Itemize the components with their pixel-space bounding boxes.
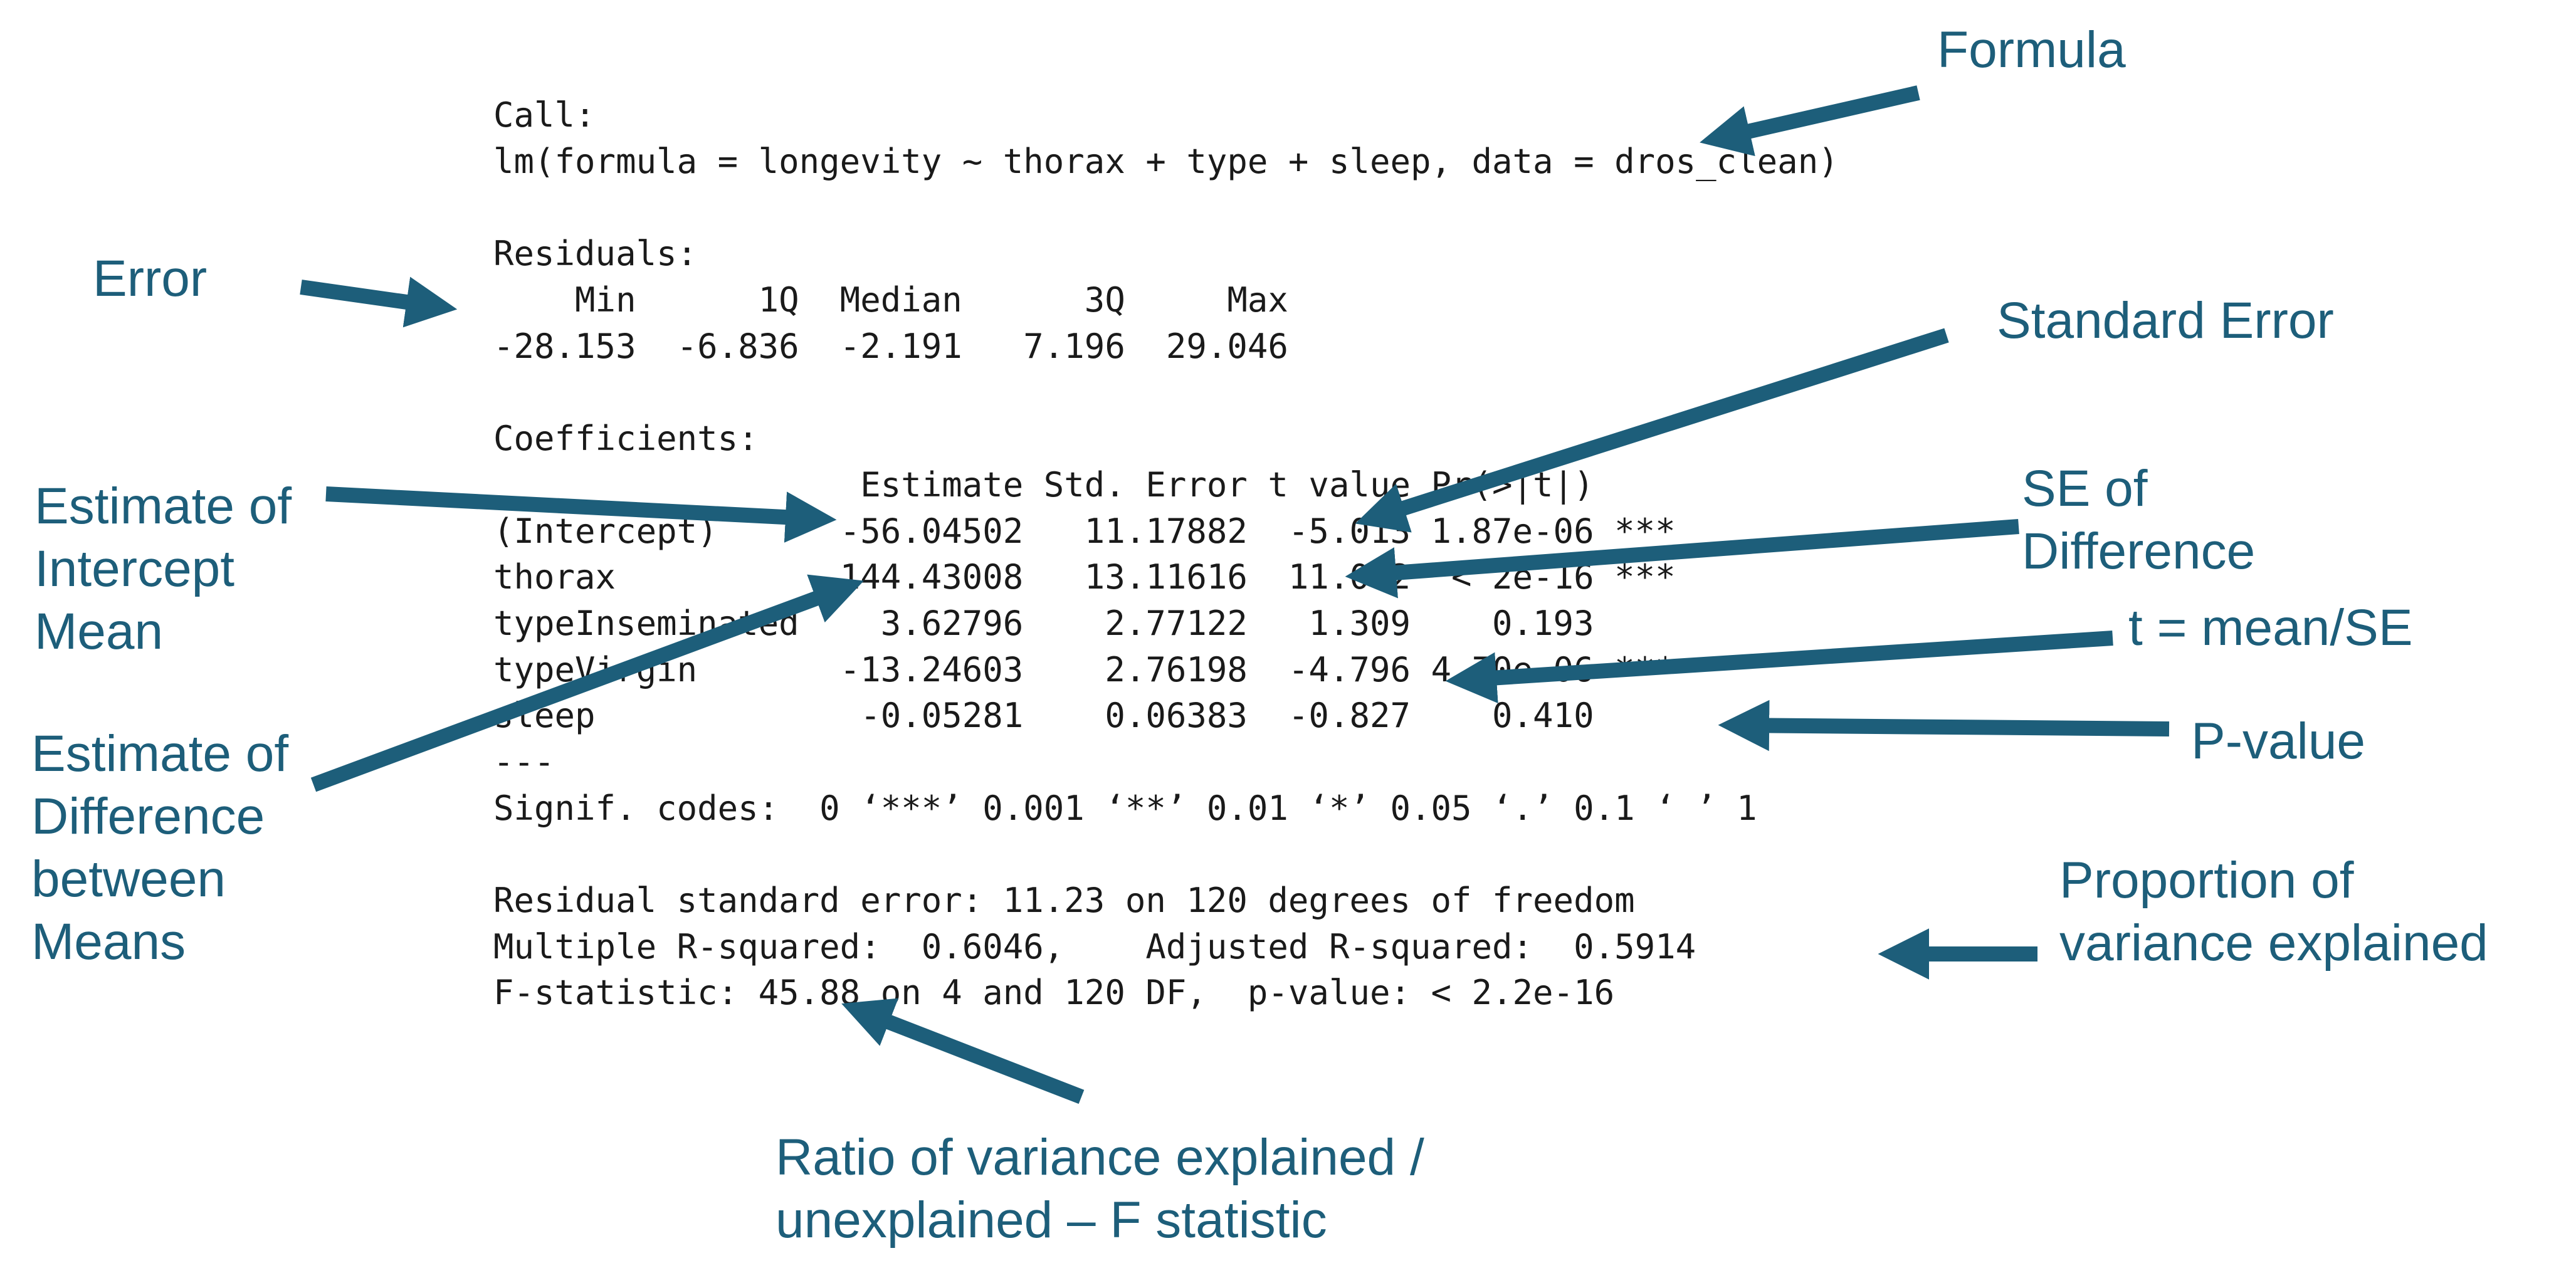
residuals-values: -28.153 -6.836 -2.191 7.196 29.046 bbox=[493, 327, 1309, 366]
label-f-ratio: Ratio of variance explained / unexplaine… bbox=[775, 1129, 1424, 1249]
call-formula: lm(formula = longevity ~ thorax + type +… bbox=[493, 142, 1839, 181]
coef-row-typeinseminated: typeInseminated 3.62796 2.77122 1.309 0.… bbox=[493, 604, 1676, 643]
signif-codes: Signif. codes: 0 ‘***’ 0.001 ‘**’ 0.01 ‘… bbox=[493, 789, 1757, 828]
label-formula: Formula bbox=[1937, 21, 2126, 78]
arrow-p-value bbox=[1718, 699, 2170, 752]
label-error: Error bbox=[93, 250, 208, 307]
label-p-value: P-value bbox=[2191, 713, 2366, 770]
residual-standard-error: Residual standard error: 11.23 on 120 de… bbox=[493, 881, 1635, 920]
residuals-label: Residuals: bbox=[493, 234, 698, 273]
arrow-f-ratio bbox=[841, 998, 1085, 1104]
arrow-t-value bbox=[1445, 631, 2113, 704]
f-statistic: F-statistic: 45.88 on 4 and 120 DF, p-va… bbox=[493, 973, 1615, 1012]
arrow-formula bbox=[1700, 85, 1920, 157]
r-squared: Multiple R-squared: 0.6046, Adjusted R-s… bbox=[493, 927, 1716, 967]
label-standard-error: Standard Error bbox=[1997, 292, 2334, 349]
label-se-difference: SE of Difference bbox=[2022, 460, 2256, 580]
separator-line: --- bbox=[493, 742, 555, 782]
residuals-header: Min 1Q Median 3Q Max bbox=[493, 280, 1309, 320]
coefficients-label: Coefficients: bbox=[493, 419, 759, 458]
label-proportion-variance: Proportion of variance explained bbox=[2059, 852, 2488, 972]
label-estimate-intercept: Estimate of Intercept Mean bbox=[34, 478, 292, 660]
arrow-estimate-difference bbox=[310, 574, 864, 792]
arrow-standard-error bbox=[1355, 328, 1949, 533]
coef-row-sleep: sleep -0.05281 0.06383 -0.827 0.410 bbox=[493, 696, 1676, 735]
arrow-error bbox=[300, 276, 458, 328]
arrow-se-difference bbox=[1345, 519, 2019, 599]
label-estimate-difference: Estimate of Difference between Means bbox=[31, 725, 289, 970]
arrow-estimate-intercept bbox=[325, 486, 837, 543]
call-label: Call: bbox=[493, 95, 596, 135]
label-t-value: t = mean/SE bbox=[2128, 599, 2413, 656]
